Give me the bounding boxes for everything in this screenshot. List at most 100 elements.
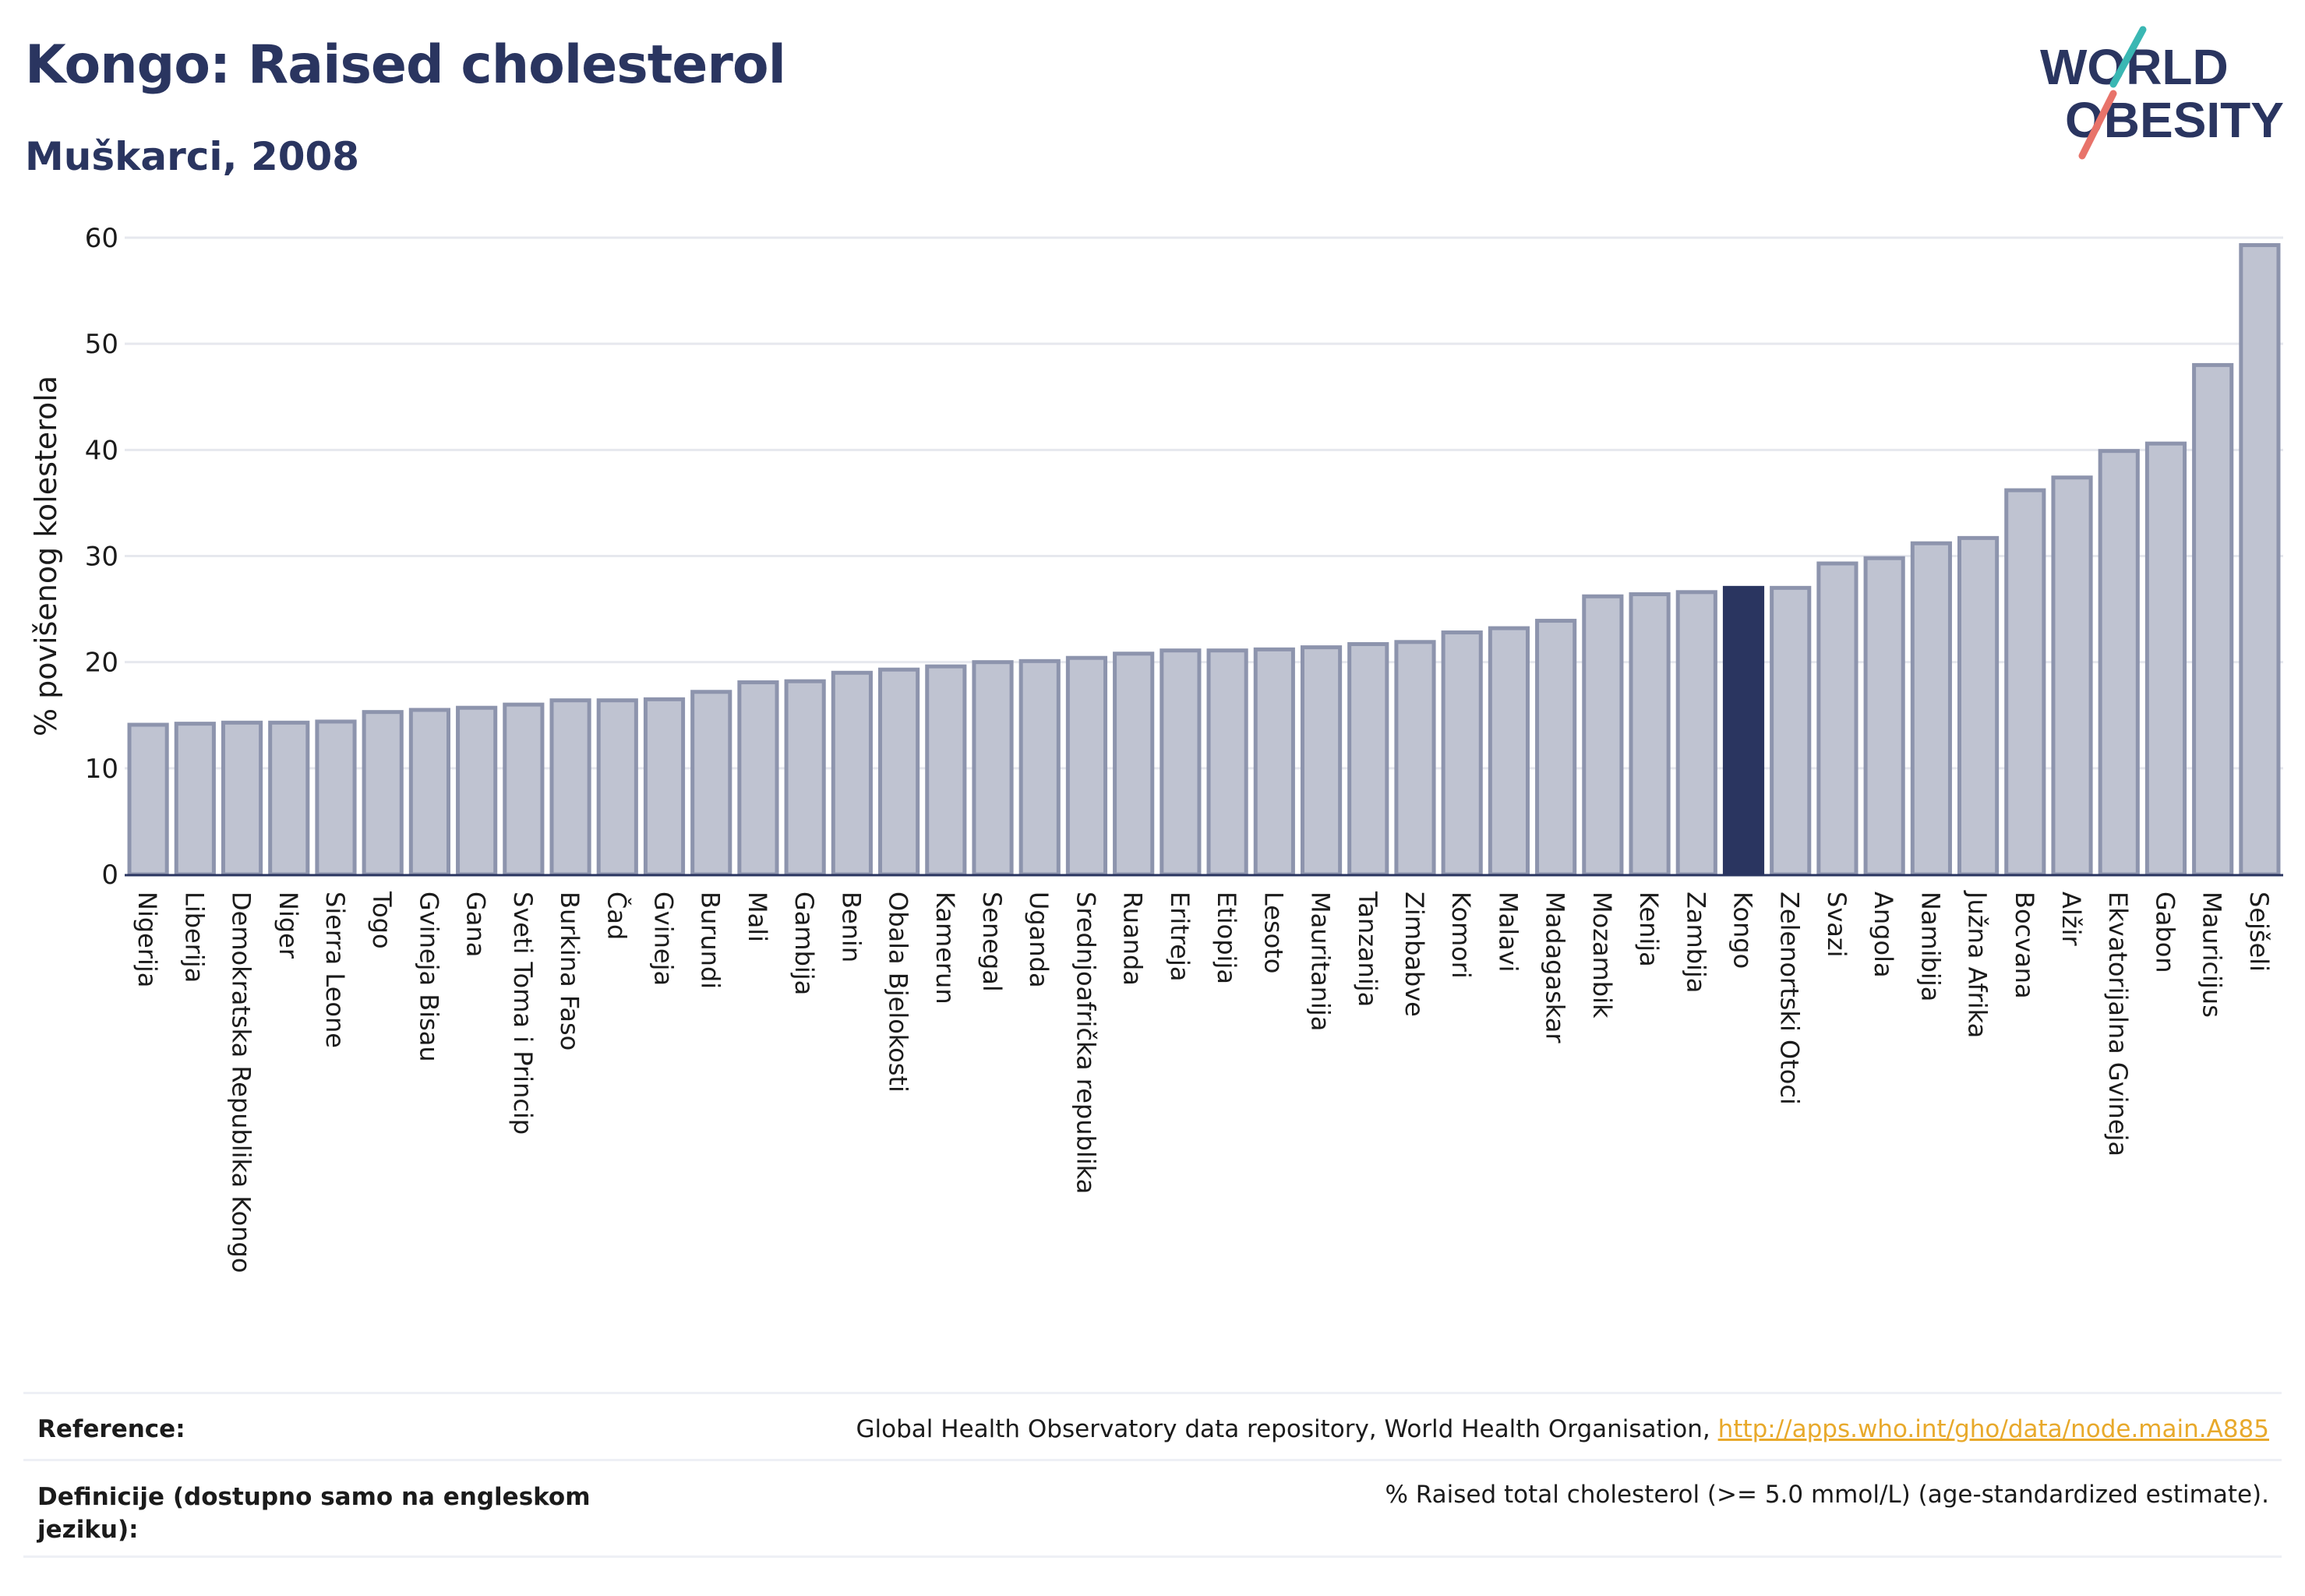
x-tick-label: Zimbabve <box>1400 892 1429 1017</box>
x-tick-label: Sejšeli <box>2244 892 2274 972</box>
footer-divider-bottom <box>23 1555 2282 1558</box>
x-tick-label: Sveti Toma i Princip <box>508 892 538 1135</box>
x-tick-labels: Nigerija Liberija Demokratska Republika Ko… <box>132 890 2274 1273</box>
x-tick-label: Benin <box>836 892 866 962</box>
bar-angola[interactable] <box>1863 556 1905 877</box>
bar-ruanda[interactable] <box>1113 651 1155 877</box>
chart-subtitle: Muškarci, 2008 <box>25 134 360 179</box>
footer-divider-top <box>23 1392 2282 1394</box>
bar-madagaskar[interactable] <box>1535 619 1577 877</box>
x-tick-label: Zelenortski Otoci <box>1775 892 1805 1105</box>
x-tick-label: Madagaskar <box>1541 892 1570 1043</box>
x-tick-label: Komori <box>1446 892 1476 979</box>
bar-kamerun[interactable] <box>925 664 967 877</box>
bar-mozambik[interactable] <box>1582 594 1624 877</box>
bar-kongo[interactable] <box>1722 585 1765 877</box>
bar-etiopija[interactable] <box>1206 648 1248 877</box>
definition-label: Definicije (dostupno samo na engleskom j… <box>37 1483 591 1544</box>
x-tick-label: Lesoto <box>1258 892 1288 973</box>
bar-liberija[interactable] <box>174 722 216 877</box>
bar-nigerija[interactable] <box>127 722 169 877</box>
x-tick-label: Kenija <box>1634 892 1664 967</box>
bar-uganda[interactable] <box>1018 659 1061 877</box>
bar-kenija[interactable] <box>1629 592 1671 877</box>
x-tick-label: Gvineja Bisau <box>414 892 443 1062</box>
bar-gambija[interactable] <box>784 679 826 877</box>
x-tick-label: Gvineja <box>649 892 679 986</box>
x-tick-label: Čad <box>602 892 632 940</box>
y-tick-label: 50 <box>85 329 118 360</box>
bar-čad[interactable] <box>596 698 638 877</box>
bar-obala-bjelokosti[interactable] <box>878 667 920 877</box>
bar-senegal[interactable] <box>972 660 1014 877</box>
x-tick-label: Alžir <box>2056 892 2086 946</box>
x-tick-label: Sierra Leone <box>320 892 350 1048</box>
bar-malavi[interactable] <box>1488 626 1530 877</box>
x-tick-label: Togo <box>367 891 397 949</box>
x-tick-label: Senegal <box>977 892 1007 992</box>
bar-sierra-leone[interactable] <box>315 719 357 877</box>
bar-ekvatorijalna-gvineja[interactable] <box>2098 449 2140 877</box>
bar-benin[interactable] <box>831 670 873 877</box>
x-tick-label: Zambija <box>1681 892 1710 993</box>
bar-zambija[interactable] <box>1675 590 1717 877</box>
bar-mali[interactable] <box>737 680 779 877</box>
definition-value: % Raised total cholesterol (>= 5.0 mmol/… <box>1385 1481 2269 1509</box>
y-tick-label: 40 <box>85 435 118 466</box>
bar-komori[interactable] <box>1441 630 1483 877</box>
y-tick-label: 10 <box>85 754 118 785</box>
x-tick-label: Namibija <box>1915 892 1945 1001</box>
x-tick-label: Tanzanija <box>1353 891 1382 1007</box>
x-tick-label: Demokratska Republika Kongo <box>227 892 256 1273</box>
bar-niger[interactable] <box>268 720 310 877</box>
bar-sejšeli[interactable] <box>2239 243 2281 877</box>
x-tick-label: Niger <box>274 892 303 959</box>
y-tick-label: 30 <box>85 542 118 573</box>
reference-label: Reference: <box>37 1415 185 1443</box>
bar-burkina-faso[interactable] <box>549 698 591 877</box>
bar-mauricijus[interactable] <box>2192 362 2234 877</box>
x-tick-label: Nigerija <box>132 892 162 987</box>
bar-gabon[interactable] <box>2144 441 2187 877</box>
x-tick-label: Ruanda <box>1118 892 1148 986</box>
y-tick-label: 60 <box>85 223 118 254</box>
x-tick-label: Malavi <box>1493 892 1523 973</box>
x-tick-label: Etiopija <box>1212 892 1241 984</box>
bar-zimbabve[interactable] <box>1394 640 1436 877</box>
bar-namibija[interactable] <box>1910 541 1952 877</box>
bar-bocvana[interactable] <box>2004 488 2046 877</box>
world-obesity-logo: WORLD OBESITY <box>2040 26 2284 160</box>
bar-zelenortski-otoci[interactable] <box>1770 585 1812 877</box>
logo-slash-teal <box>2109 26 2147 88</box>
bar-srednjoafrička-republika[interactable] <box>1065 655 1108 877</box>
bar-gana[interactable] <box>456 705 498 877</box>
bar-mauritanija[interactable] <box>1300 645 1343 877</box>
x-tick-label: Srednjoafrička republika <box>1071 892 1100 1194</box>
bar-gvineja-bisau[interactable] <box>408 708 451 877</box>
bar-chart: 0 10 20 30 40 50 60 Nigerija Liberija Demokratsk… <box>29 223 2283 1273</box>
bar-sveti-toma-i-princip[interactable] <box>503 702 545 877</box>
y-axis-label: % povišenog kolesterola <box>29 376 63 736</box>
x-tick-label: Bocvana <box>2010 892 2039 999</box>
bar-svazi[interactable] <box>1816 561 1858 877</box>
chart-title: Kongo: Raised cholesterol <box>25 34 786 96</box>
x-tick-label: Mali <box>743 892 772 942</box>
bars <box>127 243 2281 877</box>
bar-tanzanija[interactable] <box>1347 642 1389 877</box>
logo-slash-coral <box>2078 90 2117 160</box>
y-tick-labels: 0 10 20 30 40 50 60 <box>85 223 118 891</box>
bar-togo[interactable] <box>362 710 404 877</box>
bar-burundi[interactable] <box>690 690 732 877</box>
x-tick-label: Angola <box>1869 892 1898 978</box>
x-tick-label: Obala Bjelokosti <box>884 892 913 1093</box>
x-tick-label: Svazi <box>1822 892 1851 958</box>
bar-alžir[interactable] <box>2051 475 2093 877</box>
bar-južna-afrika[interactable] <box>1957 535 2000 877</box>
bar-demokratska-republika-kongo[interactable] <box>221 720 263 877</box>
reference-link[interactable]: http://apps.who.int/gho/data/node.main.A… <box>1717 1415 2269 1443</box>
bar-gvineja[interactable] <box>643 697 686 877</box>
x-tick-label: Gabon <box>2150 892 2180 973</box>
reference-value: Global Health Observatory data repositor… <box>856 1415 2269 1443</box>
bar-eritreja[interactable] <box>1160 648 1202 877</box>
bar-lesoto[interactable] <box>1253 647 1295 877</box>
